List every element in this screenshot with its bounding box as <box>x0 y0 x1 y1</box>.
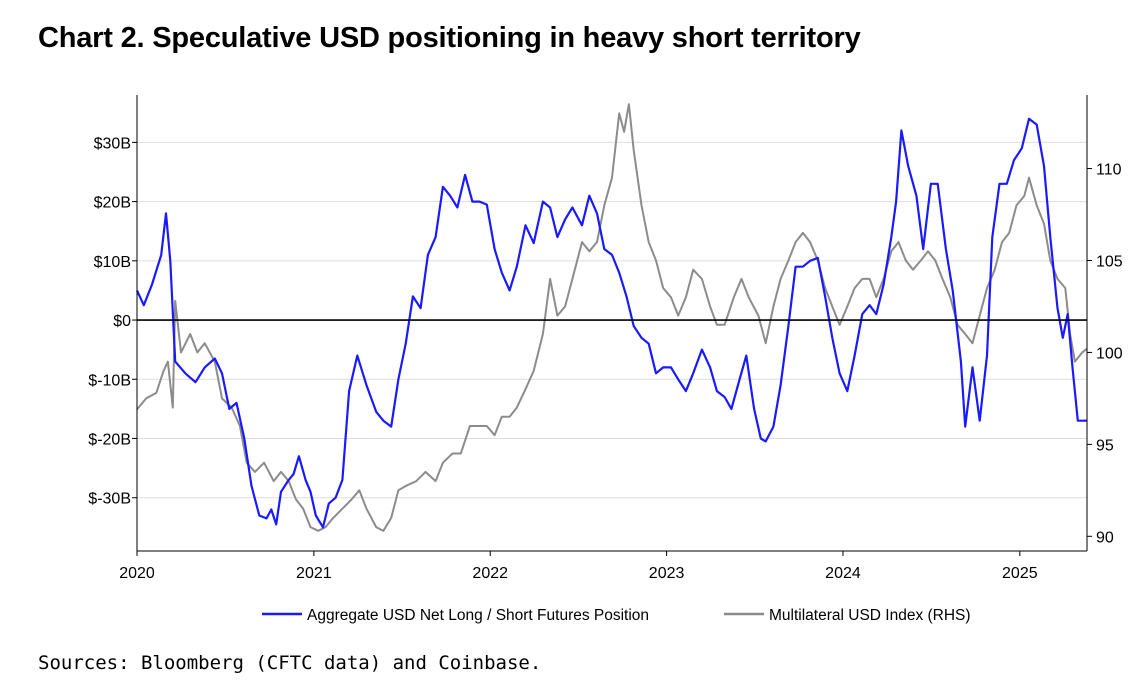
source-note: Sources: Bloomberg (CFTC data) and Coinb… <box>38 652 542 674</box>
gridlines <box>137 141 1087 499</box>
y-left-tick-label: $-10B <box>88 372 131 389</box>
y-left-tick-label: $30B <box>94 135 131 152</box>
x-tick-label: 2023 <box>649 565 685 582</box>
y-right-tick-label: 90 <box>1096 529 1114 546</box>
y-left-tick-label: $-20B <box>88 431 131 448</box>
net-position-series-line <box>136 117 1087 529</box>
x-tick-label: 2020 <box>119 565 155 582</box>
y-left-tick-label: $10B <box>94 254 131 271</box>
x-tick-label: 2025 <box>1002 565 1038 582</box>
plot-area <box>136 103 1088 532</box>
x-tick-label: 2022 <box>472 565 508 582</box>
legend-label: Aggregate USD Net Long / Short Futures P… <box>307 607 649 624</box>
y-right-tick-label: 95 <box>1096 437 1114 454</box>
y-right-tick-label: 110 <box>1096 162 1122 179</box>
legend: Aggregate USD Net Long / Short Futures P… <box>262 607 971 624</box>
chart-title: Chart 2. Speculative USD positioning in … <box>38 22 861 54</box>
y-right-tick-label: 100 <box>1096 345 1123 362</box>
y-left-tick-label: $-30B <box>88 491 131 508</box>
x-tick-label: 2024 <box>825 565 861 582</box>
y-right-tick-label: 105 <box>1096 253 1123 270</box>
y-left-tick-label: $0 <box>113 313 131 330</box>
axes: $30B $20B $10B $0 $-10B $-20B $-30B 110 105 100 95… <box>88 95 1123 582</box>
legend-label: Multilateral USD Index (RHS) <box>769 607 971 624</box>
y-left-tick-label: $20B <box>94 195 131 212</box>
usd-index-series-line <box>136 103 1088 532</box>
x-tick-label: 2021 <box>296 565 332 582</box>
